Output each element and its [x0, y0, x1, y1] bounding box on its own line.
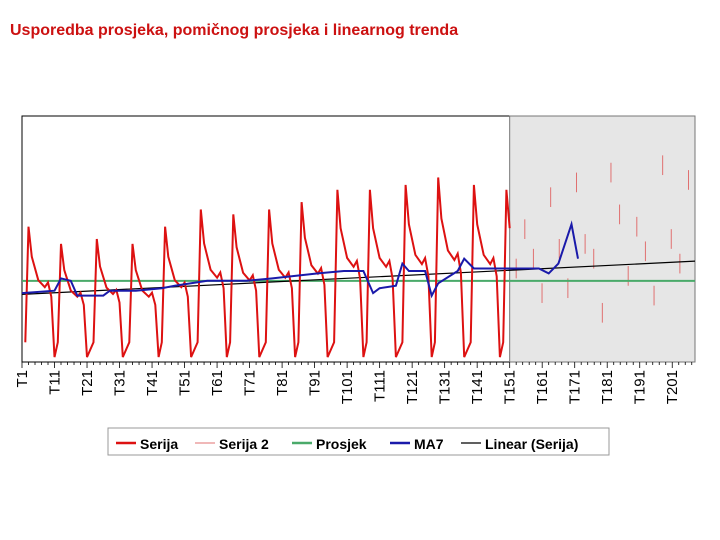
x-tick-label: T81: [274, 370, 291, 396]
legend: Serija Serija 2 Prosjek MA7 Linear (Seri…: [107, 427, 610, 456]
x-tick-label: T61: [209, 370, 226, 396]
x-tick-label: T151: [502, 370, 519, 404]
legend-label-serija-2: Serija 2: [219, 436, 269, 452]
x-tick-label: T181: [599, 370, 616, 404]
legend-label-linear: Linear (Serija): [485, 436, 578, 452]
x-tick-label: T31: [112, 370, 129, 396]
x-tick-label: T101: [339, 370, 356, 404]
x-tick-label: T71: [242, 370, 259, 396]
x-tick-label: T121: [404, 370, 421, 404]
legend-label-ma7: MA7: [414, 436, 444, 452]
x-tick-label: T141: [469, 370, 486, 404]
legend-label-serija: Serija: [140, 436, 178, 452]
forecast-region: [509, 115, 696, 363]
linear-trend-line: [21, 260, 696, 295]
x-tick-label: T11: [47, 370, 64, 395]
serija-2-series: [515, 155, 689, 323]
x-tick-label: T171: [567, 370, 584, 404]
x-axis: T1 T11 T21 T31 T41 T51 T61 T71 T81 T91 T101 T111 T12…: [14, 362, 693, 404]
x-tick-label: T41: [144, 370, 161, 396]
x-tick-label: T91: [307, 370, 324, 396]
linear-trend-series: [21, 260, 696, 295]
legend-box: [107, 427, 610, 456]
serija-series: [24, 177, 511, 358]
x-tick-label: T131: [437, 370, 454, 404]
x-tick-label: T1: [14, 370, 31, 388]
x-tick-label: T51: [177, 370, 194, 396]
serija-line: [24, 177, 511, 358]
chart-title: Usporedba prosjeka, pomičnog prosjeka i …: [10, 22, 459, 39]
legend-label-prosjek: Prosjek: [316, 436, 367, 452]
ma7-line: [21, 220, 579, 299]
x-tick-label: T201: [664, 370, 681, 404]
x-tick-label: T21: [79, 370, 96, 396]
x-tick-label: T111: [372, 370, 389, 402]
x-tick-label: T191: [632, 370, 649, 404]
ma7-series: [21, 220, 579, 299]
x-tick-label: T161: [534, 370, 551, 404]
